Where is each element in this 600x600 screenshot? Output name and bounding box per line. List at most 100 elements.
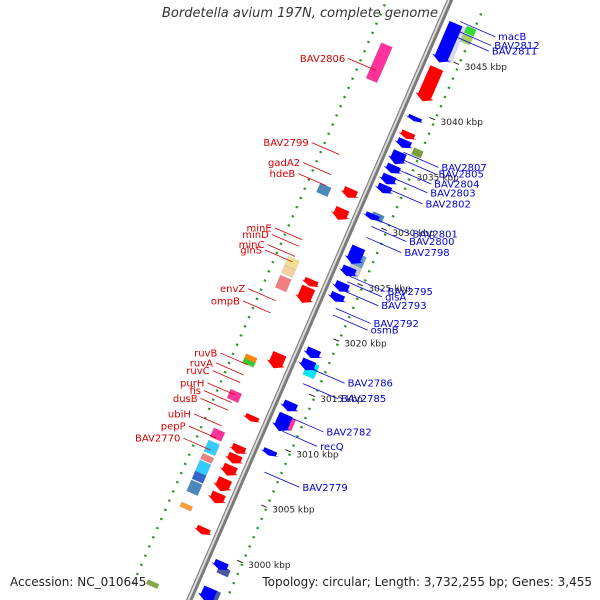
label-leader [248,288,276,302]
scale-label: 3000 kbp [248,561,291,571]
reverse-gene-arrow [198,585,218,600]
gene-label-right: glsA [385,292,406,303]
scale-label: 3030 kbp [392,229,435,239]
gene-label-right: BAV2792 [374,319,419,330]
label-leader [311,142,340,155]
reverse-gene-arrow [272,411,293,432]
scale-label: 3005 kbp [272,506,315,516]
reverse-gene-arrow [211,558,230,570]
gene-label-right: BAV2811 [492,47,537,58]
cog-box [209,427,226,442]
label-leader [207,382,236,396]
accession-text: Accession: NC_010645 [10,575,147,589]
gene-label-left: BAV2799 [263,138,308,149]
gene-label-right: BAV2793 [381,301,426,312]
gene-label-left: pepP [161,422,186,433]
forward-gene-arrow [242,413,261,423]
cog-box [365,42,393,84]
kbp-scale: 3045 kbp 3040 kbp 3035 kbp 3030 kbp 3025 kbp… [236,61,507,571]
cog-box [242,357,256,368]
gene-label-left: BAV2770 [135,434,180,445]
forward-gene-arrow [340,186,359,198]
gene-label-left: ubiH [168,409,191,420]
forward-gene-arrow [213,476,232,492]
cog-box [280,264,297,278]
forward-gene-arrow [301,276,320,288]
forward-gene-arrow [331,206,350,220]
cog-box [179,501,194,512]
scale-label: 3040 kbp [441,118,484,128]
label-leader [332,314,368,331]
gene-arrows [193,20,463,600]
label-leader [188,425,217,439]
topology-text: Topology: circular; Length: 3,732,255 bp… [262,575,592,589]
gene-label-left: ruvB [194,348,217,359]
gene-label-right: BAV2805 [438,169,483,180]
scale-tick [357,283,364,287]
gene-label-right: BAV2803 [430,188,475,199]
gene-label-left: gadA2 [268,158,300,169]
cog-box [316,182,332,198]
forward-gene-arrow [219,462,239,476]
reverse-gene-arrow [344,244,366,264]
reverse-gene-arrow [327,291,346,303]
reverse-gene-arrow [362,211,382,222]
cog-box [410,147,424,159]
tick-ring-right [225,13,483,600]
scale-label: 3015 kbp [320,395,363,405]
gene-label-right: BAV2782 [326,427,371,438]
forward-gene-arrow [193,524,212,536]
reverse-gene-arrow [415,65,444,102]
scale-tick [381,227,388,231]
label-leader [271,234,300,247]
reverse-gene-arrow [432,20,463,63]
gene-label-left: hdeB [270,169,296,180]
label-leader [335,307,371,324]
gene-label-right: BAV2804 [434,179,479,190]
gene-label-right: BAV2812 [494,41,539,52]
scale-label: 3020 kbp [344,340,387,350]
scale-tick [236,559,243,564]
label-leader [456,30,492,46]
label-leader [460,21,496,38]
reverse-gene-arrow [394,137,413,149]
gene-label-left: ompB [211,296,240,307]
gene-label-left: minD [242,230,269,241]
cog-box [145,579,160,590]
scale-tick [260,504,267,508]
label-leader [267,244,296,257]
label-leader [215,362,244,376]
label-leader [392,177,428,194]
reverse-gene-arrow [383,162,402,174]
label-leader [264,249,293,263]
label-leader [396,168,432,185]
label-leader [183,437,211,451]
label-leader [453,35,490,52]
label-leader [302,383,339,400]
reverse-gene-arrow [303,346,322,358]
label-leader [309,367,345,384]
label-leader [288,416,324,433]
gene-label-right: BAV2798 [404,248,449,259]
genome-title: Bordetella avium 197N, complete genome [162,6,438,21]
cog-box [226,388,243,404]
forward-gene-arrow [207,490,227,504]
forward-gene-arrow [295,284,316,303]
scale-tick [333,338,340,342]
reverse-gene-arrow [260,447,279,457]
tick-ring-left [130,0,389,588]
gene-label-right: osmB [371,326,399,337]
scale-tick [285,449,291,453]
cog-box [274,274,292,293]
label-leader [387,188,423,205]
label-leader [400,158,436,175]
scale-label: 3035 kbp [416,174,459,184]
gene-label-left: fis [189,386,201,397]
label-leader [302,162,331,175]
reverse-gene-arrow [378,172,398,185]
gene-label-right: BAV2801 [413,229,458,240]
tick-rings [130,0,483,600]
scale-tick [429,116,436,121]
label-leader [242,300,271,314]
